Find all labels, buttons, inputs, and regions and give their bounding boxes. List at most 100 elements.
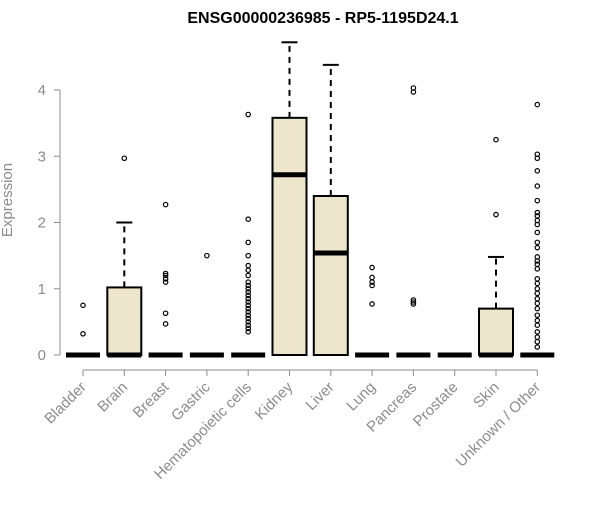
x-tick-label: Lung [343,379,379,415]
box-group [106,155,143,358]
outlier-point [534,221,541,228]
outlier-point [204,252,210,259]
chart-title: ENSG00000236985 - RP5-1195D24.1 [187,10,458,27]
outlier-point [245,295,252,302]
outlier-point [369,264,375,271]
outlier-point [245,292,252,299]
box-rect [312,195,349,356]
outlier-point [245,279,252,285]
outlier-point [410,301,417,307]
box-group [478,136,514,358]
outlier-point [162,201,169,208]
outlier-point [534,155,541,162]
outlier-point [534,209,541,216]
outlier-point [245,322,252,328]
outlier-point [534,239,541,246]
outlier-point [534,290,541,297]
outlier-point [369,279,375,285]
outlier-point [534,258,541,264]
outlier-point [534,280,541,287]
outlier-point [245,239,252,246]
outlier-point [534,229,541,236]
x-tick-label: Bladder [41,379,90,428]
outlier-point [534,244,541,251]
y-tick-label: 1 [38,281,46,298]
outlier-point [162,276,169,282]
plot-area [66,41,555,358]
outlier-point [245,267,252,274]
box-rect [106,286,143,356]
y-tick-label: 0 [38,347,46,364]
outlier-point [534,295,541,302]
outlier-point [245,305,252,312]
box-rect [271,116,308,356]
y-axis-label: Expression [0,163,16,237]
outlier-point [534,183,541,189]
box-group [148,201,183,358]
box-rect [478,307,514,356]
outlier-point [245,299,252,305]
x-tick-label: Prostate [410,379,462,431]
box-group [231,111,266,358]
outlier-point [534,197,541,204]
box-group [396,85,431,358]
y-tick-label: 3 [38,148,46,165]
outlier-point [162,310,169,317]
box-group [271,41,308,356]
y-tick-label: 2 [38,215,46,232]
box-group [355,264,390,358]
outlier-point [369,282,375,289]
outlier-point [245,262,252,269]
outlier-point [121,155,128,162]
outlier-point [534,322,541,328]
outlier-point [245,319,252,325]
x-tick-label: Liver [303,379,338,414]
outlier-point [245,282,252,289]
outlier-point [410,299,417,305]
box-group [520,101,555,358]
box-group [189,252,224,358]
outlier-point [534,334,541,340]
outlier-point [245,216,252,222]
outlier-point [534,312,541,319]
outlier-point [493,136,499,143]
outlier-point [245,272,252,279]
y-tick-label: 4 [38,82,46,99]
x-tick-label: Skin [470,379,503,412]
outlier-point [245,302,252,309]
outlier-point [245,289,252,295]
x-tick-label: Brain [94,379,131,416]
outlier-point [245,325,252,332]
x-tick-label: Kidney [252,378,297,423]
outlier-point [534,101,541,108]
outlier-point [80,330,86,337]
outlier-point [493,211,499,218]
outlier-point [245,252,252,259]
outlier-point [410,89,417,95]
outlier-point [534,300,541,307]
outlier-point [162,270,169,277]
outlier-point [534,305,541,312]
outlier-point [162,279,169,285]
outlier-point [245,309,252,315]
box-group [66,302,100,358]
outlier-point [245,329,252,335]
outlier-point [534,276,541,282]
outlier-point [369,274,375,281]
outlier-point [245,315,252,322]
outlier-point [534,168,541,174]
outlier-point [162,321,169,327]
x-tick-label: Breast [130,378,173,421]
outlier-point [245,285,252,292]
outlier-point [534,285,541,292]
outlier-point [534,329,541,335]
outlier-point [162,272,169,279]
outlier-point [245,312,252,319]
outlier-point [369,301,375,307]
y-axis: 0 1 2 3 4 [38,82,61,364]
outlier-point [534,338,541,345]
outlier-point [80,302,86,309]
